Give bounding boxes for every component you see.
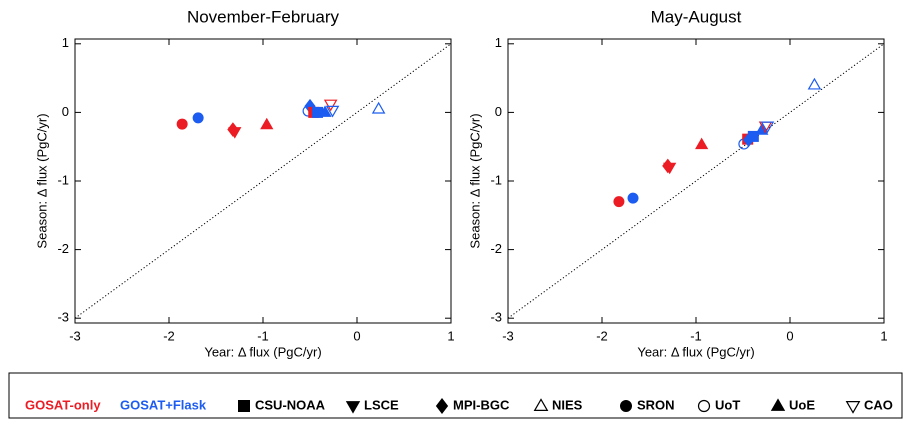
legend-marker — [620, 400, 632, 412]
y-tick-label: -3 — [490, 310, 502, 325]
legend-marker — [435, 398, 449, 414]
data-point — [260, 117, 274, 130]
x-axis-label: Year: Δ flux (PgC/yr) — [637, 344, 754, 359]
data-point — [228, 127, 242, 139]
legend-marker — [345, 401, 361, 414]
data-point — [613, 196, 625, 208]
y-tick-label: -2 — [490, 241, 502, 256]
y-axis-label: Season: Δ flux (PgC/yr) — [467, 113, 482, 248]
legend-label: CSU-NOAA — [255, 397, 326, 412]
y-tick-label: -2 — [57, 241, 69, 256]
plot-frame — [507, 38, 885, 324]
data-point — [747, 130, 759, 142]
legend-box — [8, 372, 903, 419]
y-tick-label: -1 — [57, 172, 69, 187]
legend-marker — [770, 398, 786, 411]
legend-label: CAO — [864, 397, 893, 412]
legend-label: LSCE — [364, 397, 399, 412]
y-tick-label: -1 — [490, 172, 502, 187]
y-tick-label: 1 — [62, 35, 69, 50]
legend-group: GOSAT-only — [25, 397, 101, 412]
y-axis-label: Season: Δ flux (PgC/yr) — [34, 113, 49, 248]
data-point — [325, 105, 340, 118]
legend-label: UoT — [715, 397, 740, 412]
x-tick-label: -3 — [502, 328, 514, 343]
x-tick-label: -3 — [69, 328, 81, 343]
data-point — [371, 101, 386, 114]
legend-label: SRON — [637, 397, 675, 412]
data-point — [192, 112, 204, 124]
legend-group: GOSAT+Flask — [120, 397, 207, 412]
one-to-one-line — [507, 43, 885, 319]
legend-label: NIES — [552, 397, 583, 412]
x-tick-label: 1 — [880, 328, 887, 343]
legend-marker — [697, 399, 711, 413]
x-tick-label: -1 — [257, 328, 269, 343]
data-point — [323, 99, 338, 112]
chart-title: November-February — [187, 7, 340, 26]
x-axis-label: Year: Δ flux (PgC/yr) — [204, 344, 321, 359]
legend-label: UoE — [789, 397, 815, 412]
legend-marker — [533, 398, 549, 411]
plot-frame — [74, 38, 452, 324]
x-tick-label: -2 — [163, 328, 175, 343]
data-point — [807, 77, 822, 90]
y-tick-label: -3 — [57, 310, 69, 325]
data-point — [318, 105, 332, 117]
one-to-one-line — [74, 43, 452, 319]
y-tick-label: 0 — [62, 104, 69, 119]
y-tick-label: 1 — [495, 35, 502, 50]
legend-marker — [845, 401, 861, 414]
x-tick-label: -2 — [596, 328, 608, 343]
data-point — [627, 192, 639, 204]
legend-marker — [238, 400, 250, 412]
data-point — [176, 118, 188, 130]
x-tick-label: 1 — [447, 328, 454, 343]
data-point — [760, 121, 775, 134]
x-tick-label: 0 — [353, 328, 360, 343]
data-point — [663, 162, 677, 175]
legend-label: MPI-BGC — [453, 397, 510, 412]
chart-title: May-August — [651, 7, 742, 26]
y-tick-label: 0 — [495, 104, 502, 119]
x-tick-label: 0 — [786, 328, 793, 343]
data-point — [695, 137, 709, 150]
x-tick-label: -1 — [690, 328, 702, 343]
